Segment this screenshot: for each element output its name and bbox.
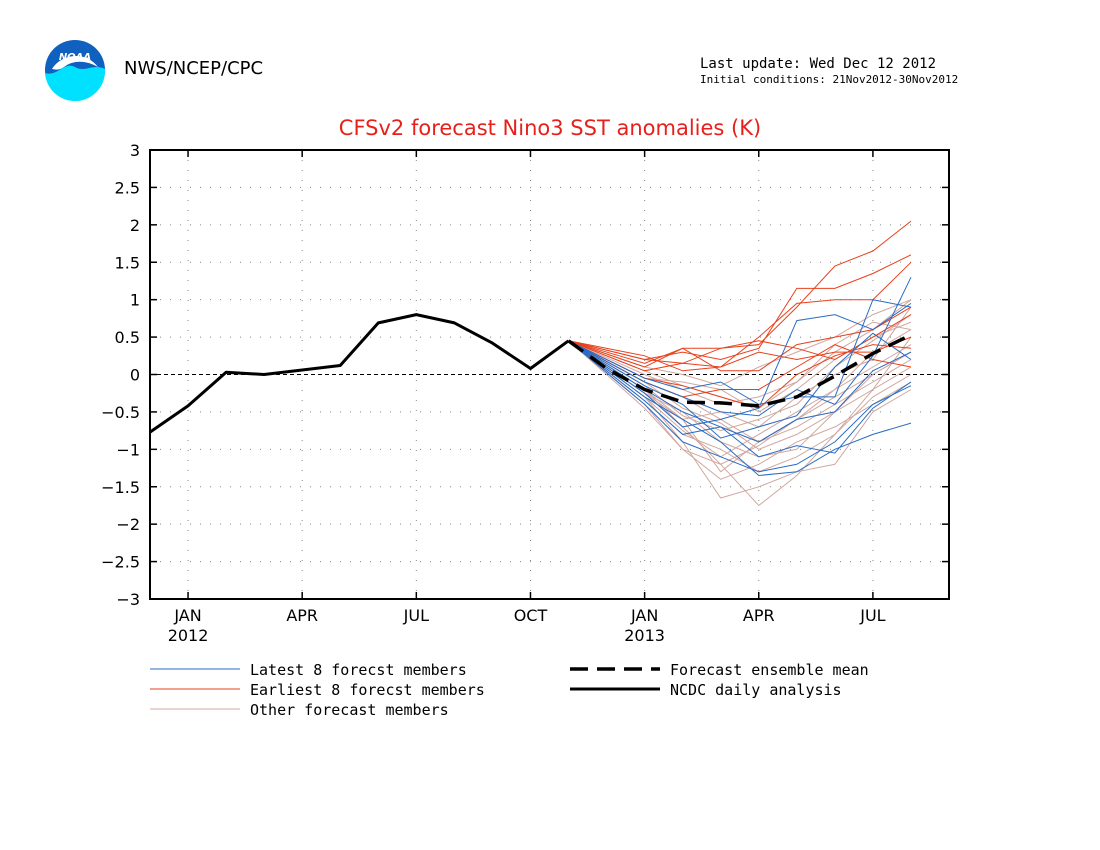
legend-mean-label: Forecast ensemble mean	[670, 661, 869, 679]
y-axis-ticks: 3 2.5 2 1.5 1 0.5 0 −0.5 −1 −1.5 −2 −2.5 −3	[101, 141, 949, 609]
other-member-line	[568, 306, 912, 428]
x-tick-year-label: 2013	[624, 626, 665, 645]
earliest-members	[568, 220, 912, 409]
latest-member-line	[568, 302, 912, 428]
last-update-text: Last update: Wed Dec 12 2012	[700, 56, 937, 72]
latest-member-line	[568, 340, 912, 473]
noaa-logo-icon: NOAA	[45, 40, 106, 101]
latest-member-line	[568, 332, 912, 439]
other-member-line	[568, 340, 912, 458]
x-tick-label: JUL	[859, 606, 885, 625]
y-tick-label: −0.5	[101, 403, 140, 422]
legend-other-label: Other forecast members	[250, 701, 449, 719]
logo-bird	[52, 55, 98, 70]
y-tick-label: −1	[116, 440, 140, 459]
x-tick-label: OCT	[514, 606, 548, 625]
other-member-line	[568, 340, 912, 480]
other-member-line	[568, 314, 912, 432]
y-tick-label: 2.5	[115, 178, 140, 197]
other-member-line	[568, 340, 912, 473]
logo-text: NOAA	[59, 52, 91, 63]
chart-title: CFSv2 forecast Nino3 SST anomalies (K)	[339, 116, 761, 140]
latest-member-line	[568, 340, 912, 443]
x-tick-label: JAN	[630, 606, 658, 625]
other-member-line	[568, 321, 912, 413]
legend-earliest-label: Earliest 8 forecst members	[250, 681, 485, 699]
legend-analysis-label: NCDC daily analysis	[670, 681, 842, 699]
y-tick-label: −2	[116, 515, 140, 534]
x-tick-label: JAN	[173, 606, 201, 625]
y-tick-label: 0	[130, 366, 140, 385]
initial-conditions-text: Initial conditions: 21Nov2012-30Nov2012	[700, 73, 959, 86]
y-tick-label: 2	[130, 216, 140, 235]
latest-member-line	[568, 276, 912, 417]
other-member-line	[568, 336, 912, 450]
y-tick-label: 0.5	[115, 328, 140, 347]
latest-member-line	[568, 340, 912, 458]
legend-latest-label: Latest 8 forecst members	[250, 661, 467, 679]
x-tick-label: JUL	[403, 606, 429, 625]
organization-label: NWS/NCEP/CPC	[124, 58, 264, 79]
y-tick-label: 1.5	[115, 253, 140, 272]
ensemble-mean-line	[567, 333, 912, 408]
analysis-line	[149, 313, 570, 434]
other-member-line	[568, 340, 912, 465]
legend: Latest 8 forecst members Earliest 8 fore…	[150, 661, 869, 719]
x-tick-year-label: 2012	[168, 626, 209, 645]
x-tick-label: APR	[743, 606, 775, 625]
y-tick-label: −3	[116, 590, 140, 609]
earliest-member-line	[568, 254, 912, 361]
other-member-line	[568, 340, 912, 473]
y-tick-label: 3	[130, 141, 140, 160]
y-tick-label: −2.5	[101, 553, 140, 572]
y-tick-label: 1	[130, 291, 140, 310]
y-tick-label: −1.5	[101, 478, 140, 497]
x-tick-label: APR	[286, 606, 318, 625]
earliest-member-line	[568, 261, 912, 372]
logo-water	[45, 65, 106, 101]
other-member-line	[568, 299, 912, 387]
